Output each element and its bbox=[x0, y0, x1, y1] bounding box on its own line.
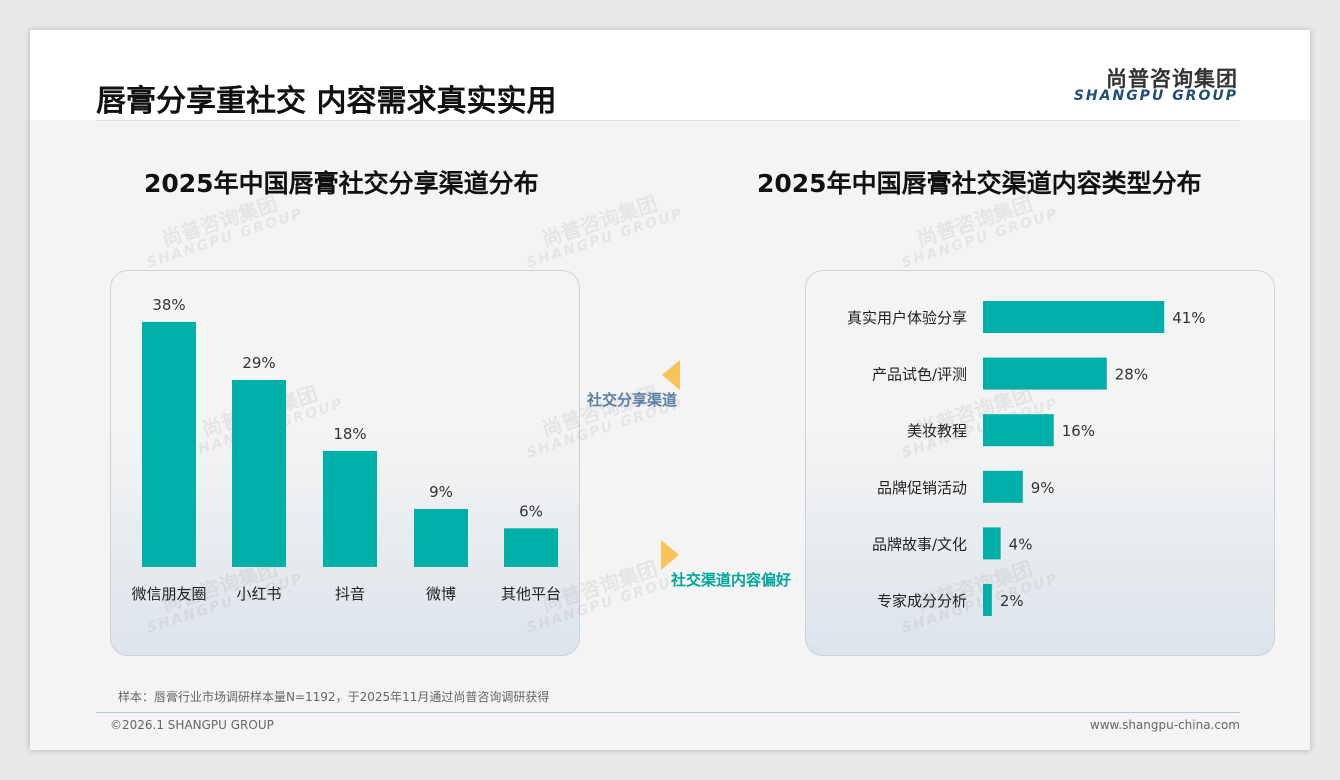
header bbox=[30, 30, 1310, 120]
logo-en: SHANGPU GROUP bbox=[1073, 88, 1238, 104]
category-label: 产品试色/评测 bbox=[872, 366, 967, 384]
data-label: 9% bbox=[1031, 479, 1055, 497]
right-arrow-icon bbox=[661, 540, 679, 570]
sample-note: 样本：唇膏行业市场调研样本量N=1192，于2025年11月通过尚普咨询调研获得 bbox=[118, 690, 550, 704]
category-label: 真实用户体验分享 bbox=[847, 309, 967, 327]
data-label: 2% bbox=[1000, 592, 1024, 610]
bar bbox=[142, 321, 196, 567]
bar bbox=[323, 450, 377, 567]
category-label: 小红书 bbox=[236, 585, 281, 603]
chart-title-right: 2025年中国唇膏社交渠道内容类型分布 bbox=[757, 169, 1202, 198]
left-arrow-icon bbox=[662, 360, 680, 390]
footer-divider bbox=[96, 712, 1240, 713]
bar bbox=[414, 508, 468, 567]
data-label: 28% bbox=[1115, 366, 1148, 384]
chart-title-left: 2025年中国唇膏社交分享渠道分布 bbox=[144, 169, 539, 198]
data-label: 38% bbox=[152, 296, 185, 314]
category-label: 品牌故事/文化 bbox=[872, 535, 967, 553]
connector-label-top: 社交分享渠道 bbox=[587, 391, 678, 409]
right-chart-panel bbox=[805, 270, 1275, 656]
connector-label-bottom: 社交渠道内容偏好 bbox=[671, 571, 792, 589]
bar bbox=[983, 527, 1001, 560]
category-label: 专家成分分析 bbox=[877, 592, 967, 610]
data-label: 29% bbox=[242, 354, 275, 372]
bar bbox=[504, 528, 558, 567]
bar bbox=[983, 357, 1107, 390]
data-label: 18% bbox=[333, 425, 366, 443]
data-label: 41% bbox=[1172, 309, 1205, 327]
slide: 唇膏分享重社交 内容需求真实实用 尚普咨询集团 SHANGPU GROUP 20… bbox=[30, 30, 1310, 750]
data-label: 6% bbox=[519, 502, 543, 520]
page-title: 唇膏分享重社交 内容需求真实实用 bbox=[96, 84, 557, 119]
bar bbox=[232, 379, 286, 567]
bar bbox=[983, 301, 1165, 333]
category-label: 美妆教程 bbox=[907, 422, 967, 440]
copyright: ©2026.1 SHANGPU GROUP bbox=[110, 718, 274, 732]
data-label: 16% bbox=[1062, 422, 1095, 440]
bar bbox=[983, 470, 1023, 503]
category-label: 微博 bbox=[426, 585, 456, 603]
data-label: 9% bbox=[429, 483, 453, 501]
category-label: 品牌促销活动 bbox=[877, 479, 967, 497]
charts: 38% 微信朋友圈 29% 小红书 18% 抖音 9% 微博 6% 其他平台 41% 真实用户体验分享… bbox=[131, 296, 1206, 616]
website-link[interactable]: www.shangpu-china.com bbox=[1089, 718, 1240, 732]
logo-cn: 尚普咨询集团 bbox=[1106, 67, 1238, 91]
divider bbox=[96, 120, 1240, 121]
category-label: 微信朋友圈 bbox=[131, 585, 206, 603]
data-label: 4% bbox=[1009, 535, 1033, 553]
category-label: 其他平台 bbox=[501, 585, 561, 603]
category-label: 抖音 bbox=[335, 585, 365, 603]
bar bbox=[983, 414, 1054, 447]
bar bbox=[983, 584, 992, 616]
